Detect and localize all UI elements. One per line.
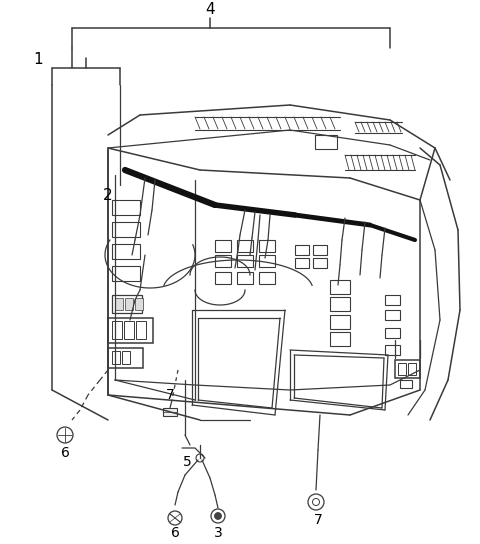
Bar [313, 245, 327, 255]
Bar [385, 310, 400, 320]
Text: 6: 6 [60, 446, 70, 460]
Text: 7: 7 [166, 388, 174, 402]
Bar [259, 255, 275, 267]
Bar [115, 298, 123, 310]
Bar [408, 363, 416, 375]
Bar [108, 348, 143, 368]
Bar [125, 298, 133, 310]
Bar [315, 135, 337, 149]
Text: 2: 2 [103, 188, 113, 202]
Bar [395, 360, 420, 378]
Bar [112, 321, 122, 339]
Text: 7: 7 [313, 513, 323, 527]
Bar [330, 315, 350, 329]
Bar [112, 351, 120, 364]
Bar [237, 255, 253, 267]
Text: 3: 3 [214, 526, 222, 540]
Bar [122, 351, 130, 364]
Bar [112, 266, 140, 281]
Bar [330, 280, 350, 294]
Text: 4: 4 [205, 3, 215, 17]
Bar [215, 272, 231, 284]
Circle shape [215, 512, 221, 520]
Bar [398, 363, 406, 375]
Bar [124, 321, 134, 339]
Bar [135, 298, 143, 310]
Bar [136, 321, 146, 339]
Bar [112, 222, 140, 237]
Bar [259, 272, 275, 284]
Text: 1: 1 [33, 53, 43, 67]
Bar [112, 244, 140, 259]
Bar [295, 245, 309, 255]
Bar [112, 295, 142, 313]
Bar [237, 240, 253, 252]
Bar [112, 200, 140, 215]
Bar [400, 380, 412, 388]
Text: 6: 6 [170, 526, 180, 540]
Bar [108, 318, 153, 343]
Bar [215, 240, 231, 252]
Bar [385, 345, 400, 355]
Text: 5: 5 [183, 455, 192, 469]
Bar [215, 255, 231, 267]
Bar [259, 240, 275, 252]
Bar [385, 295, 400, 305]
Bar [237, 272, 253, 284]
Bar [163, 408, 177, 416]
Bar [330, 297, 350, 311]
Bar [330, 332, 350, 346]
Bar [313, 258, 327, 268]
Bar [295, 258, 309, 268]
Bar [385, 328, 400, 338]
